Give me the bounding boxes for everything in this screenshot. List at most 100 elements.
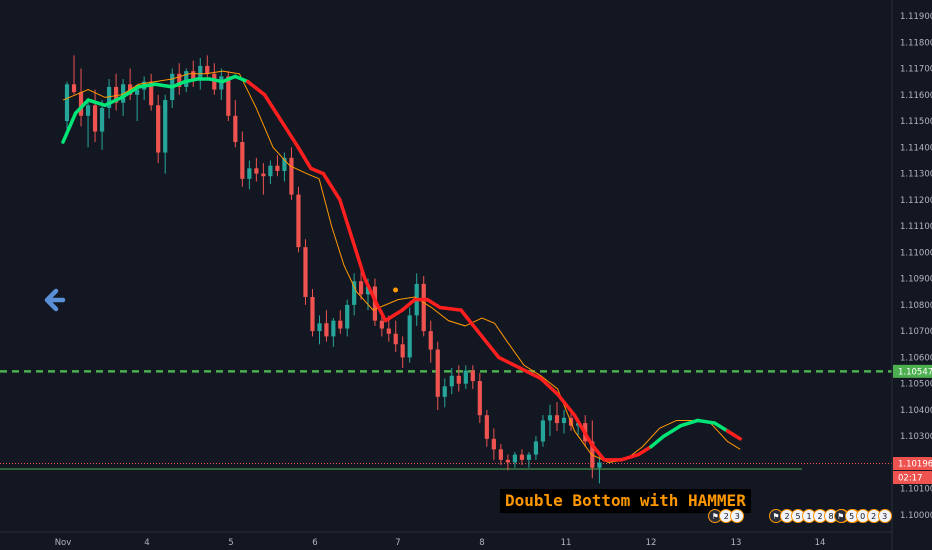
back-arrow-icon[interactable] <box>40 286 68 314</box>
candle-body <box>345 304 350 329</box>
event-badge[interactable]: 5 <box>791 509 805 523</box>
trend-moving-average-segment <box>459 308 484 339</box>
candle-body <box>289 157 294 195</box>
candle <box>282 152 287 182</box>
trend-moving-average-segment <box>103 95 124 108</box>
candle <box>484 409 489 447</box>
candle-body <box>505 459 510 463</box>
event-badge[interactable]: 3 <box>730 509 745 523</box>
trend-moving-average-segment <box>262 93 284 123</box>
candle-body <box>526 454 532 460</box>
time-tick-label: Nov <box>55 538 72 548</box>
candle-body <box>561 417 567 424</box>
price-tag-label-current: 1.10196 <box>898 460 932 470</box>
trend-moving-average-segment <box>696 418 717 425</box>
candle-body <box>64 84 70 122</box>
price-tick-label: 1.11300 <box>900 170 932 180</box>
trend-moving-average-segment <box>480 334 501 360</box>
candle <box>421 276 426 337</box>
candle <box>547 404 553 437</box>
candle-body <box>149 81 154 106</box>
candle-body <box>135 89 140 95</box>
trend-moving-average-segment <box>619 452 640 462</box>
price-axis[interactable]: 1.11900 1.11800 1.11700 1.11600 1.11500 1.114… <box>900 12 932 521</box>
candle <box>177 63 182 95</box>
candle-body <box>533 441 539 455</box>
candle-body <box>113 86 119 103</box>
trend-moving-average-segment <box>649 434 666 449</box>
candle-body <box>435 349 440 397</box>
candle <box>296 186 301 253</box>
candle-body <box>338 320 343 329</box>
time-tick-label: 13 <box>731 538 742 548</box>
time-tick-label: 11 <box>561 538 572 548</box>
trend-moving-average-segment <box>208 77 225 84</box>
candle-body <box>261 173 266 177</box>
event-badge[interactable]: 1 <box>802 509 816 523</box>
candle <box>477 373 482 424</box>
trend-moving-average-segment <box>636 444 653 457</box>
candle-body <box>352 281 357 305</box>
trend-moving-average-segment <box>246 79 267 97</box>
candle-body <box>540 420 546 442</box>
candle <box>142 76 147 101</box>
candle-body <box>428 331 433 350</box>
trend-moving-average-segment <box>400 297 417 312</box>
event-group-0[interactable]: ⚑ 2 3 <box>708 508 745 524</box>
price-tag-label-level: 1.10547 <box>898 367 932 377</box>
candle-body <box>491 438 496 450</box>
candle-body <box>240 142 245 179</box>
event-badge[interactable]: 3 <box>877 509 892 523</box>
candle <box>135 84 140 122</box>
event-group-2[interactable]: ⚑ 5 0 2 3 <box>833 508 892 524</box>
candle <box>331 318 336 347</box>
event-badge[interactable]: 2 <box>866 509 881 523</box>
time-tick-label: 12 <box>646 538 657 548</box>
candle-body <box>498 449 503 460</box>
trend-moving-average-segment <box>153 82 174 89</box>
time-tick-label: 6 <box>312 538 317 548</box>
price-tick-label: 1.10800 <box>900 301 932 311</box>
price-tick-label: 1.11100 <box>900 222 932 232</box>
price-tick-label: 1.10600 <box>900 353 932 363</box>
time-axis[interactable]: Nov 4 5 6 7 8 11 12 13 14 <box>55 538 826 548</box>
trend-moving-average-segment <box>183 77 200 84</box>
candle-body <box>205 65 210 74</box>
candle-body <box>463 370 468 384</box>
trend-moving-average-segment <box>120 85 141 100</box>
trend-moving-average-segment <box>572 413 594 446</box>
time-tick-label: 5 <box>228 538 233 548</box>
candle <box>554 402 560 431</box>
candle <box>435 341 440 410</box>
candle <box>92 89 98 143</box>
candle-body <box>379 320 384 329</box>
candle <box>407 307 412 363</box>
candle <box>338 310 343 334</box>
candle <box>261 163 266 195</box>
price-tick-label: 1.11900 <box>900 12 932 22</box>
price-tag-current <box>893 457 932 471</box>
trend-moving-average-segment <box>725 429 742 441</box>
candle-body <box>442 386 447 397</box>
candle <box>106 79 112 119</box>
candle <box>540 415 546 447</box>
trend-moving-average-segment <box>555 392 577 417</box>
candle <box>275 155 280 177</box>
candle <box>163 94 168 174</box>
trend-moving-average-segment <box>279 119 300 150</box>
candle-body <box>477 381 482 416</box>
candle-body <box>519 454 525 460</box>
trend-moving-average-segment <box>713 421 730 433</box>
trend-moving-average-segment <box>438 305 463 312</box>
candle-body <box>191 71 196 80</box>
trend-moving-average-segment <box>383 308 404 323</box>
trend-moving-average-segment <box>61 111 78 144</box>
candle-body <box>470 370 475 382</box>
trend-moving-average-segment <box>679 418 700 428</box>
signal-marker <box>393 287 399 293</box>
candle-body <box>393 333 398 345</box>
annotation-label[interactable]: Double Bottom with HAMMER <box>500 489 751 513</box>
event-badge[interactable]: 0 <box>855 509 870 523</box>
